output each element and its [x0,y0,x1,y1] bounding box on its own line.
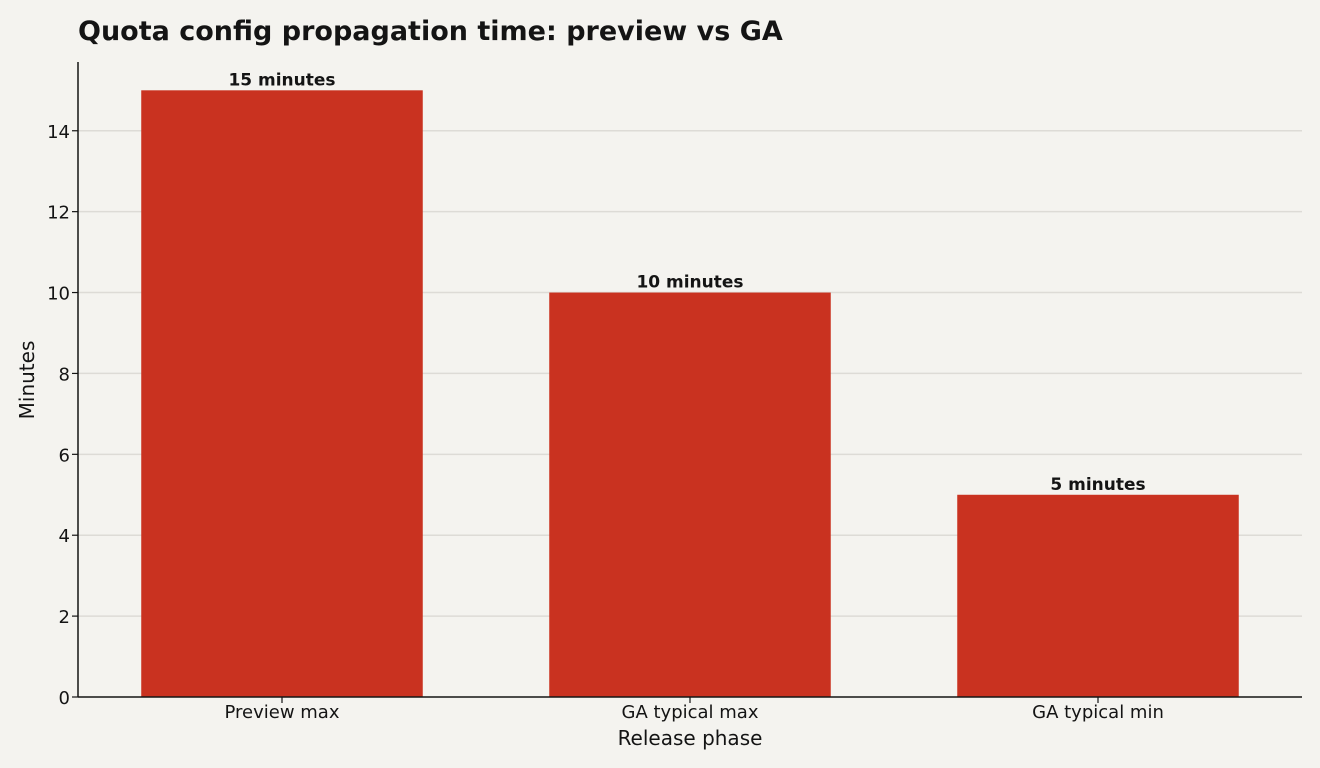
bar [957,494,1239,697]
y-tick-label: 0 [59,688,70,709]
bars [141,90,1239,697]
x-axis-label: Release phase [618,726,763,750]
bar-value-label: 5 minutes [1050,475,1145,495]
bar-value-label: 15 minutes [228,70,335,90]
x-tick-label: GA typical max [622,702,759,723]
chart-title: Quota config propagation time: preview v… [78,16,783,47]
bar [141,90,423,697]
bar-value-label: 10 minutes [636,273,743,293]
y-tick-label: 2 [59,607,70,628]
x-tick-label: GA typical min [1032,702,1164,723]
y-axis-ticks: 0 2 4 6 8 10 12 14 [47,122,78,709]
x-axis-ticks: Preview max GA typical max GA typical min [224,697,1164,723]
y-tick-label: 10 [47,284,70,305]
x-tick-label: Preview max [224,702,339,723]
y-tick-label: 12 [47,203,70,224]
y-tick-label: 14 [47,122,70,143]
y-tick-label: 8 [59,364,70,385]
y-tick-label: 4 [59,526,70,547]
bar [549,292,831,697]
y-axis-label: Minutes [15,341,39,420]
bar-value-labels: 15 minutes 10 minutes 5 minutes [228,70,1145,494]
y-tick-label: 6 [59,445,70,466]
